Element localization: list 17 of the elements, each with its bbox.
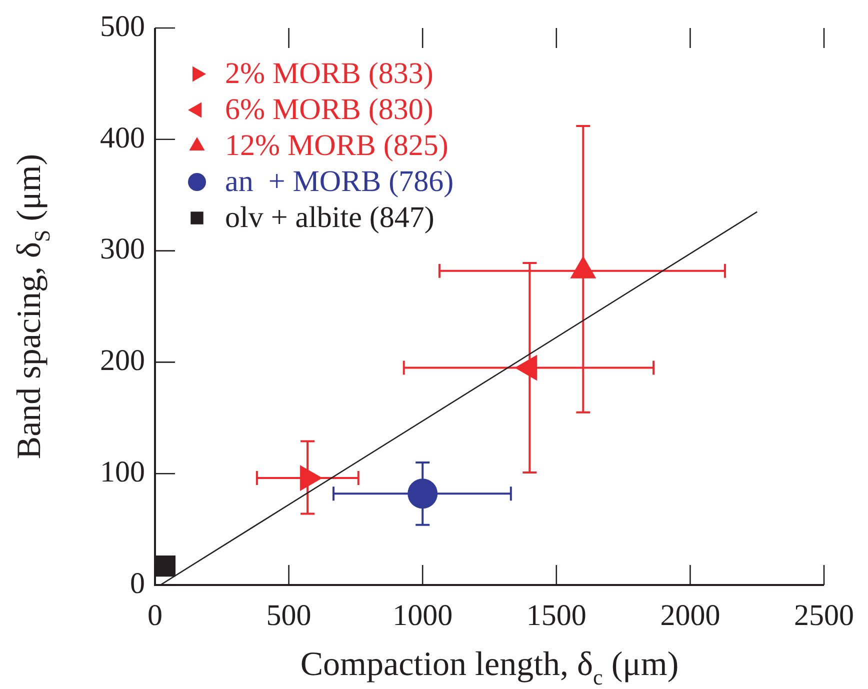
legend-label: 6% MORB (830) xyxy=(225,93,434,126)
x-tick-label: 1500 xyxy=(526,598,586,632)
y-tick-label: 400 xyxy=(100,121,145,154)
y-tick-label: 500 xyxy=(100,10,145,43)
legend-label: olv + albite (847) xyxy=(225,201,434,234)
legend-label: 12% MORB (825) xyxy=(225,129,448,162)
x-tick-label: 1000 xyxy=(392,598,453,632)
y-tick-label: 0 xyxy=(130,566,145,600)
y-tick-label: 300 xyxy=(100,232,145,266)
legend-label: an + MORB (786) xyxy=(225,165,454,198)
legend-label: 2% MORB (833) xyxy=(225,57,434,90)
y-axis-title: Band spacing, δS (μm) xyxy=(11,154,55,460)
x-tick-label: 500 xyxy=(266,598,312,632)
x-tick-label: 2000 xyxy=(660,598,720,632)
x-tick-label: 2500 xyxy=(794,598,854,632)
y-tick-label: 100 xyxy=(100,455,145,488)
y-tick-label: 200 xyxy=(100,344,145,378)
